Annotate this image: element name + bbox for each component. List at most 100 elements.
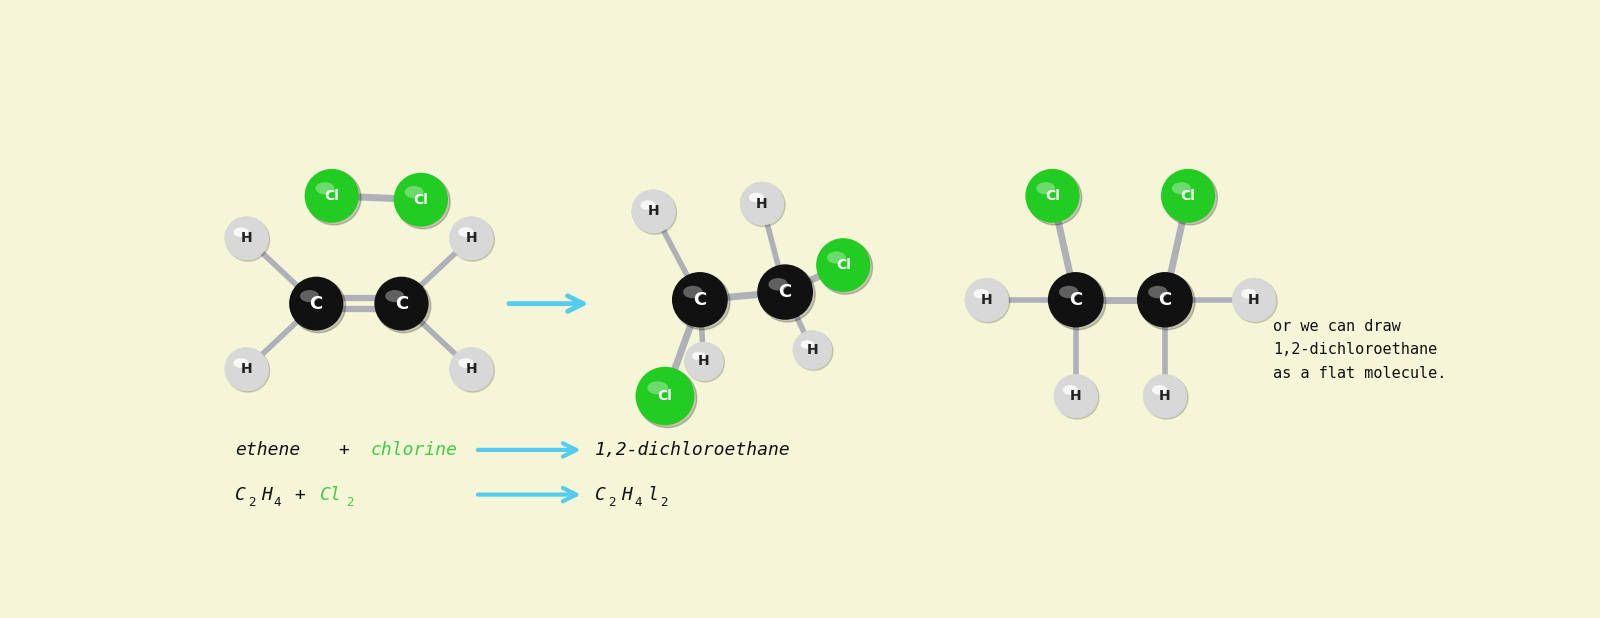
Circle shape xyxy=(224,217,269,260)
Ellipse shape xyxy=(1242,289,1256,298)
Circle shape xyxy=(1054,375,1098,418)
Ellipse shape xyxy=(458,358,474,368)
Circle shape xyxy=(224,347,269,391)
Text: C: C xyxy=(1158,291,1171,309)
Ellipse shape xyxy=(386,290,405,302)
Text: chlorine: chlorine xyxy=(371,441,458,459)
Ellipse shape xyxy=(1062,385,1078,395)
Circle shape xyxy=(1050,274,1106,330)
Text: C: C xyxy=(595,486,606,504)
Circle shape xyxy=(1234,280,1277,323)
Ellipse shape xyxy=(800,340,814,349)
Circle shape xyxy=(685,342,723,381)
Ellipse shape xyxy=(458,227,474,237)
Circle shape xyxy=(816,238,870,292)
Circle shape xyxy=(757,265,813,320)
Circle shape xyxy=(674,274,730,330)
Circle shape xyxy=(794,331,832,369)
Text: H: H xyxy=(261,486,272,504)
Circle shape xyxy=(638,369,698,428)
Circle shape xyxy=(1027,171,1082,225)
Text: H: H xyxy=(466,362,477,376)
Text: Cl: Cl xyxy=(320,486,341,504)
Text: H: H xyxy=(466,231,477,245)
Ellipse shape xyxy=(768,278,787,290)
Circle shape xyxy=(226,349,270,392)
Text: H: H xyxy=(648,204,659,218)
Circle shape xyxy=(451,218,494,261)
Text: +: + xyxy=(338,441,349,459)
Ellipse shape xyxy=(827,252,846,264)
Ellipse shape xyxy=(234,358,248,368)
Text: 2: 2 xyxy=(659,496,667,509)
Text: C: C xyxy=(235,486,246,504)
Circle shape xyxy=(760,266,816,322)
Text: 4: 4 xyxy=(274,496,282,509)
Circle shape xyxy=(1139,274,1195,330)
Text: H: H xyxy=(1248,293,1259,307)
Text: H: H xyxy=(240,362,253,376)
Circle shape xyxy=(1163,171,1218,225)
Text: ethene: ethene xyxy=(235,441,301,459)
Circle shape xyxy=(304,169,358,222)
Text: H: H xyxy=(698,354,709,368)
Circle shape xyxy=(794,332,834,370)
Circle shape xyxy=(395,175,450,229)
Circle shape xyxy=(450,347,493,391)
Circle shape xyxy=(376,279,430,332)
Circle shape xyxy=(1138,272,1192,328)
Ellipse shape xyxy=(405,186,424,198)
Circle shape xyxy=(1056,376,1099,419)
Text: C: C xyxy=(1069,291,1082,309)
Circle shape xyxy=(290,277,344,331)
Circle shape xyxy=(394,172,448,227)
Circle shape xyxy=(450,217,493,260)
Text: C: C xyxy=(693,291,707,309)
Text: 2: 2 xyxy=(608,496,616,509)
Circle shape xyxy=(1162,169,1216,222)
Circle shape xyxy=(741,182,784,225)
Ellipse shape xyxy=(1149,286,1168,298)
Text: Cl: Cl xyxy=(658,389,672,403)
Text: H: H xyxy=(240,231,253,245)
Ellipse shape xyxy=(1059,286,1078,298)
Ellipse shape xyxy=(1037,182,1056,194)
Circle shape xyxy=(226,218,270,261)
Circle shape xyxy=(307,171,362,225)
Circle shape xyxy=(965,278,1008,321)
Text: Cl: Cl xyxy=(325,189,339,203)
Ellipse shape xyxy=(648,381,667,394)
Text: Cl: Cl xyxy=(413,193,429,206)
Circle shape xyxy=(672,272,728,328)
Text: +: + xyxy=(294,486,306,504)
Circle shape xyxy=(818,240,872,294)
Ellipse shape xyxy=(974,289,989,298)
Circle shape xyxy=(635,366,694,425)
Text: H: H xyxy=(806,343,818,357)
Ellipse shape xyxy=(1152,385,1166,395)
Ellipse shape xyxy=(693,352,706,360)
Circle shape xyxy=(1144,376,1189,419)
Text: H: H xyxy=(1158,389,1171,403)
Ellipse shape xyxy=(640,200,656,210)
Ellipse shape xyxy=(234,227,248,237)
Circle shape xyxy=(634,191,677,234)
Circle shape xyxy=(1142,375,1187,418)
Circle shape xyxy=(632,190,675,233)
Text: C: C xyxy=(395,295,408,313)
Ellipse shape xyxy=(749,193,765,202)
Ellipse shape xyxy=(315,182,334,194)
Circle shape xyxy=(1232,278,1275,321)
Text: Cl: Cl xyxy=(1045,189,1059,203)
Text: H: H xyxy=(757,197,768,211)
Text: H: H xyxy=(1070,389,1082,403)
Text: 2: 2 xyxy=(248,496,256,509)
Text: or we can draw
1,2-dichloroethane
as a flat molecule.: or we can draw 1,2-dichloroethane as a f… xyxy=(1274,319,1446,381)
Circle shape xyxy=(686,344,725,382)
Text: Cl: Cl xyxy=(1181,189,1195,203)
Circle shape xyxy=(966,280,1010,323)
Circle shape xyxy=(374,277,429,331)
Circle shape xyxy=(1026,169,1080,222)
Text: l: l xyxy=(646,486,658,504)
Text: H: H xyxy=(981,293,992,307)
